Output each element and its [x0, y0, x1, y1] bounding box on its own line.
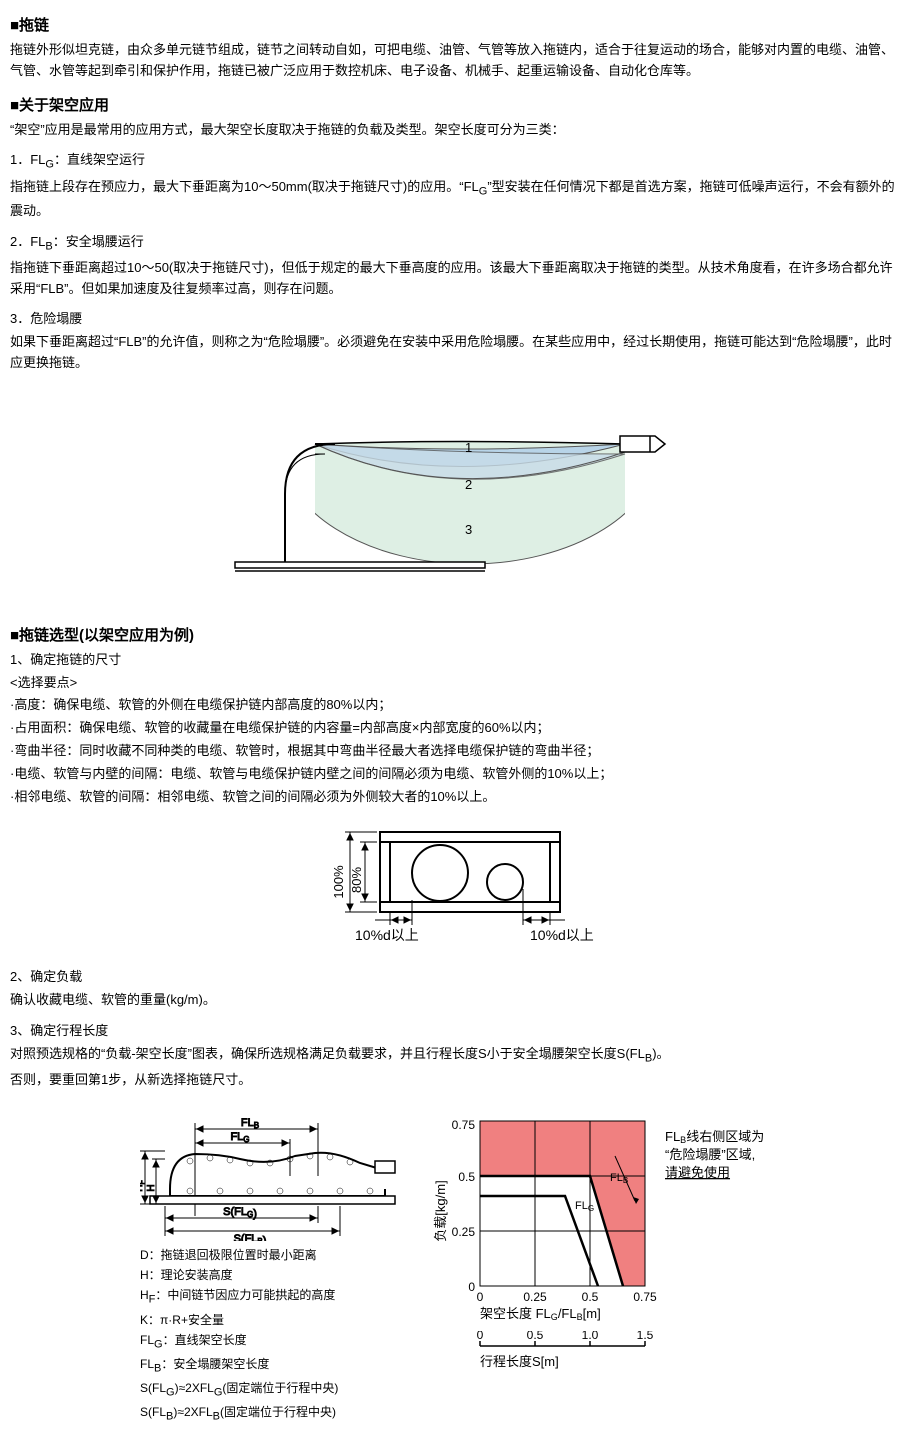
section-title: ■拖链选型(以架空应用为例) — [10, 624, 900, 648]
bullet: ·相邻电缆、软管的间隔：相邻电缆、软管之间的间隔必须为外侧较大者的10%以上。 — [10, 787, 900, 808]
section-title: ■拖链 — [10, 14, 900, 38]
text: 指拖链上段存在预应力，最大下垂距离为10～50mm(取决于拖链尺寸)的应用。“F… — [10, 177, 900, 222]
svg-text:架空长度 FLG/FLB[m]: 架空长度 FLG/FLB[m] — [480, 1306, 601, 1322]
svg-text:S(FLG): S(FLG) — [223, 1206, 257, 1220]
svg-text:0: 0 — [477, 1331, 484, 1342]
text: 如果下垂距离超过“FLB”的允许值，则称之为“危险塌腰”。必须避免在安装中采用危… — [10, 332, 900, 374]
svg-text:负载[kg/m]: 负载[kg/m] — [433, 1180, 448, 1241]
svg-text:1.0: 1.0 — [582, 1331, 599, 1342]
bullet: ·占用面积：确保电缆、软管的收藏量在电缆保护链的内容量=内部高度×内部宽度的60… — [10, 718, 900, 739]
svg-text:0: 0 — [468, 1280, 475, 1294]
bullet: ·高度：确保电缆、软管的外侧在电缆保护链内部高度的80%以内； — [10, 695, 900, 716]
zone-label: 3 — [465, 522, 472, 537]
svg-text:80%: 80% — [349, 867, 364, 893]
svg-text:0.5: 0.5 — [527, 1331, 544, 1342]
text: 1、确定拖链的尺寸 — [10, 650, 900, 671]
svg-text:0.75: 0.75 — [452, 1118, 476, 1132]
svg-text:10%d以上: 10%d以上 — [530, 927, 594, 943]
svg-text:0.25: 0.25 — [452, 1225, 476, 1239]
text: <选择要点> — [10, 673, 900, 694]
svg-text:H: H — [146, 1184, 157, 1191]
zone-label: 1 — [465, 440, 472, 455]
svg-text:S(FLB): S(FLB) — [234, 1233, 267, 1241]
text: 3、确定行程长度 — [10, 1021, 900, 1042]
svg-text:FLB: FLB — [241, 1117, 259, 1130]
svg-text:0.75: 0.75 — [633, 1290, 657, 1304]
bullet: ·弯曲半径：同时收藏不同种类的电缆、软管时，根据其中弯曲半径最大者选择电缆保护链… — [10, 741, 900, 762]
svg-text:0.25: 0.25 — [523, 1290, 547, 1304]
text: 对照预选规格的“负载-架空长度”图表，确保所选规格满足负载要求，并且行程长度S小… — [10, 1044, 900, 1068]
sag-diagram: 1 2 3 — [195, 394, 715, 594]
text: 2、确定负载 — [10, 967, 900, 988]
text: “架空”应用是最常用的应用方式，最大架空长度取决于拖链的负载及类型。架空长度可分… — [10, 120, 900, 141]
diagram-legend: D：拖链退回极限位置时最小距离 H：理论安装高度 HF：中间链节因应力可能拱起的… — [140, 1245, 400, 1427]
text: 拖链外形似坦克链，由众多单元链节组成，链节之间转动自如，可把电缆、油管、气管等放… — [10, 40, 900, 82]
svg-text:请避免使用: 请避免使用 — [665, 1165, 730, 1180]
item-title: 2．FLB：安全塌腰运行 — [10, 232, 900, 256]
svg-text:100%: 100% — [331, 865, 346, 899]
text: 确认收藏电缆、软管的重量(kg/m)。 — [10, 990, 900, 1011]
item-title: 3．危险塌腰 — [10, 309, 900, 330]
svg-text:“危险塌腰”区域,: “危险塌腰”区域, — [665, 1147, 755, 1162]
bullet: ·电缆、软管与内壁的间隔：电缆、软管与电缆保护链内壁之间的间隔必须为电缆、软管外… — [10, 764, 900, 785]
item-title: 1．FLG：直线架空运行 — [10, 150, 900, 174]
svg-text:行程长度S[m]: 行程长度S[m] — [480, 1354, 559, 1369]
svg-text:0.5: 0.5 — [582, 1290, 599, 1304]
text: 否则，要重回第1步，从新选择拖链尺寸。 — [10, 1070, 900, 1091]
load-chart-block: FLG FLB 00.250.50.75 00.250.50.75 负载[kg/… — [430, 1111, 810, 1427]
svg-text:1.5: 1.5 — [637, 1331, 654, 1342]
zone-label: 2 — [465, 477, 472, 492]
svg-text:FLG: FLG — [230, 1131, 249, 1144]
svg-text:0: 0 — [477, 1290, 484, 1304]
svg-text:10%d以上: 10%d以上 — [355, 927, 419, 943]
cross-section-diagram: 100% 80% 10%d以上 10%d以上 — [265, 817, 645, 947]
svg-text:FLB线右侧区域为: FLB线右侧区域为 — [665, 1129, 764, 1145]
mounting-diagram-block: FLB FLG HF H S(FLG) S(FLB) D：拖链退回极限位置时最小… — [140, 1111, 400, 1427]
svg-text:FLG: FLG — [575, 1200, 594, 1213]
text: 指拖链下垂距离超过10～50(取决于拖链尺寸)，但低于规定的最大下垂高度的应用。… — [10, 258, 900, 300]
section-title: ■关于架空应用 — [10, 94, 900, 118]
